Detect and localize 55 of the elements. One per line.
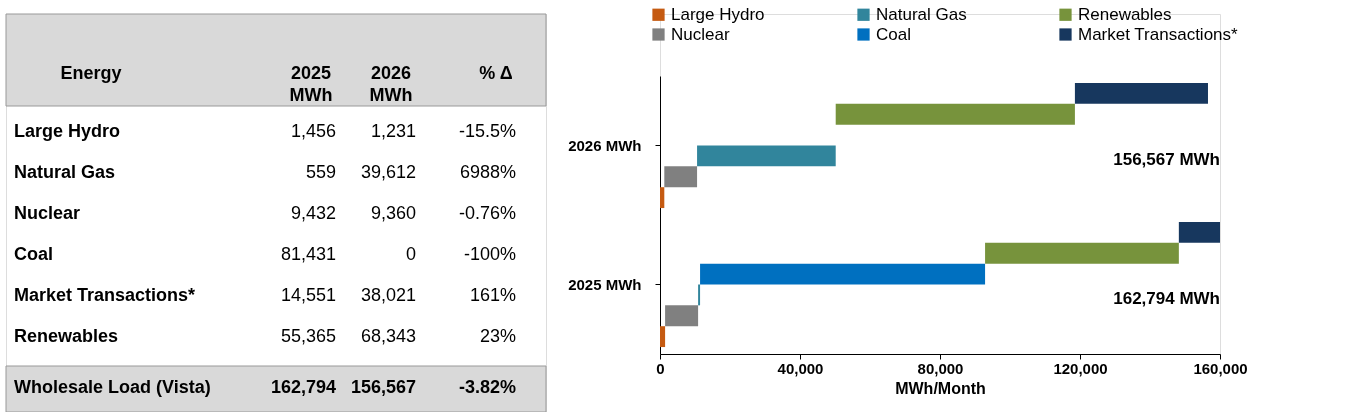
text: 68,343 bbox=[360, 326, 416, 346]
x-tick-label: 160,000 bbox=[1193, 359, 1248, 377]
legend-label: Nuclear bbox=[671, 24, 730, 44]
bar bbox=[664, 166, 698, 188]
bar bbox=[700, 263, 986, 285]
legend-label: Market Transactions* bbox=[1078, 24, 1239, 44]
category-label: Coal bbox=[14, 244, 54, 264]
bar bbox=[985, 242, 1179, 264]
text: 156,567 bbox=[350, 377, 416, 397]
text: 81,431 bbox=[280, 244, 336, 264]
category-label: Renewables bbox=[14, 326, 119, 346]
category-label: Large Hydro bbox=[14, 121, 121, 141]
legend-label: Large Hydro bbox=[671, 4, 765, 24]
bar bbox=[697, 145, 836, 167]
text: -0.76% bbox=[458, 203, 516, 223]
bar bbox=[1074, 82, 1208, 104]
category-label: % Δ bbox=[479, 63, 513, 83]
text: 162,794 bbox=[270, 377, 336, 397]
text: 38,021 bbox=[360, 285, 416, 305]
text: 1,231 bbox=[370, 121, 416, 141]
text: 9,360 bbox=[370, 203, 416, 223]
text: 1,456 bbox=[290, 121, 336, 141]
category-label: Natural Gas bbox=[14, 162, 116, 182]
legend-label: Renewables bbox=[1078, 4, 1172, 24]
category-label: 2025 MWh bbox=[289, 63, 333, 105]
text: -100% bbox=[463, 244, 516, 264]
bar bbox=[660, 326, 666, 348]
category-label: Nuclear bbox=[14, 203, 81, 223]
text: -3.82% bbox=[458, 377, 516, 397]
text: 0 bbox=[405, 244, 416, 264]
x-axis-title: MWh/Month bbox=[895, 379, 986, 397]
text: -15.5% bbox=[458, 121, 516, 141]
x-tick-label: 40,000 bbox=[777, 359, 824, 377]
x-tick-label: 80,000 bbox=[917, 359, 964, 377]
bar bbox=[660, 187, 665, 209]
text: 39,612 bbox=[360, 162, 416, 182]
annotation: 162,794 MWh bbox=[1113, 288, 1220, 308]
x-tick-label: 0 bbox=[656, 359, 665, 377]
legend-label: Coal bbox=[876, 24, 911, 44]
legend-label: Natural Gas bbox=[876, 4, 967, 24]
category-label: Energy bbox=[60, 63, 122, 83]
text: 14,551 bbox=[280, 285, 336, 305]
bar bbox=[665, 305, 699, 327]
text: 23% bbox=[479, 326, 516, 346]
text: 9,432 bbox=[290, 203, 336, 223]
x-tick-label: 120,000 bbox=[1053, 359, 1108, 377]
text: 55,365 bbox=[280, 326, 336, 346]
category-label: Market Transactions* bbox=[14, 285, 196, 305]
category-label: Wholesale Load (Vista) bbox=[14, 377, 211, 397]
bar bbox=[835, 103, 1075, 125]
category-label: 2026 MWh bbox=[369, 63, 413, 105]
text: 559 bbox=[305, 162, 336, 182]
annotation: 156,567 MWh bbox=[1113, 149, 1220, 169]
text: 6988% bbox=[459, 162, 516, 182]
text: 161% bbox=[469, 285, 516, 305]
